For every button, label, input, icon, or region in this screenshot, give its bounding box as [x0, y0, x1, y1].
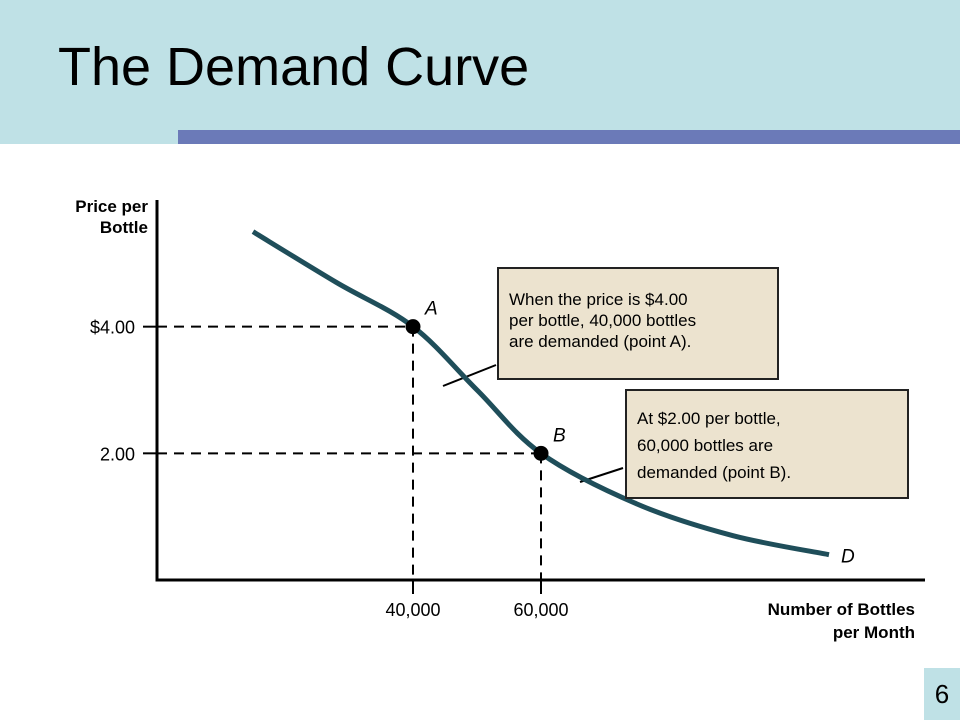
- callout-a-line-3: are demanded (point A).: [509, 332, 692, 351]
- callout-b-line-2: 60,000 bottles are: [637, 436, 774, 455]
- x-tick-label-0: 40,000: [385, 600, 440, 620]
- callout-b-line-3: demanded (point B).: [637, 463, 792, 482]
- callout-a-line-2: per bottle, 40,000 bottles: [509, 311, 697, 330]
- point-b-label: B: [553, 425, 566, 446]
- x-axis-label-line-2: per Month: [833, 623, 915, 642]
- page-number: 6: [924, 668, 960, 720]
- slide-title: The Demand Curve: [58, 37, 530, 97]
- callout-a-leader: [442, 364, 497, 387]
- x-axis-label-line-1: Number of Bottles: [768, 600, 915, 619]
- y-axis-label-line-2: Bottle: [100, 218, 148, 237]
- y-axis-label-line-1: Price per: [75, 197, 148, 216]
- x-tick-label-1: 60,000: [513, 600, 568, 620]
- callout-point-a: When the price is $4.00 per bottle, 40,0…: [497, 267, 779, 380]
- point-b-marker: [533, 445, 549, 461]
- y-tick-label-1: 2.00: [100, 444, 135, 464]
- point-a-marker: [405, 319, 421, 335]
- point-a-label: A: [424, 299, 438, 320]
- header-rule: [178, 130, 960, 144]
- callout-point-b: At $2.00 per bottle, 60,000 bottles are …: [625, 389, 909, 499]
- demand-curve-line: [251, 229, 830, 558]
- callout-b-line-1: At $2.00 per bottle,: [637, 409, 781, 428]
- y-tick-label-0: $4.00: [90, 318, 135, 338]
- header-band: [0, 0, 960, 144]
- series-label-d: D: [841, 547, 855, 568]
- callout-a-line-1: When the price is $4.00: [509, 290, 688, 309]
